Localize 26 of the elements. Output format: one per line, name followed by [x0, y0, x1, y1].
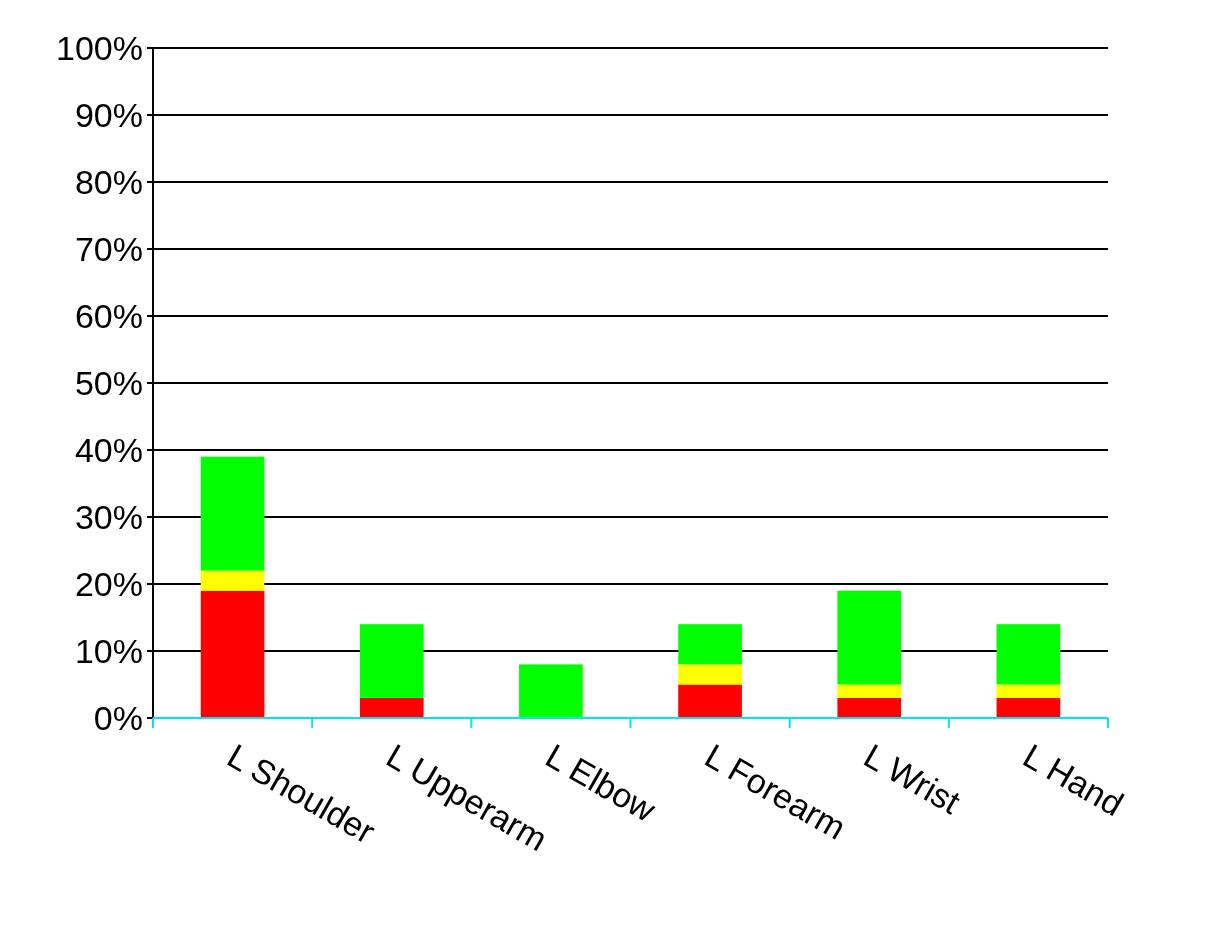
- bar: [519, 664, 583, 718]
- y-tick-label: 50%: [74, 363, 143, 402]
- bar: [996, 697, 1061, 718]
- y-tick-label: 20%: [74, 564, 143, 603]
- y-tick-label: 100%: [56, 28, 143, 67]
- bar: [996, 684, 1061, 698]
- y-tick-label: 80%: [74, 162, 143, 201]
- bar: [200, 570, 265, 591]
- bar: [359, 624, 424, 698]
- y-tick-label: 60%: [74, 296, 143, 335]
- y-tick-label: 90%: [74, 95, 143, 134]
- bar: [678, 664, 742, 685]
- y-tick-label: 10%: [74, 631, 143, 670]
- bar: [837, 697, 902, 718]
- y-tick-label: 30%: [74, 497, 143, 536]
- bar: [837, 684, 902, 698]
- bar: [359, 697, 424, 718]
- y-tick-label: 40%: [74, 430, 143, 469]
- bar: [996, 624, 1061, 685]
- y-tick-label: 70%: [74, 229, 143, 268]
- bar: [200, 590, 265, 718]
- bar: [200, 456, 265, 571]
- bar: [678, 684, 742, 718]
- y-tick-label: 0%: [93, 698, 143, 737]
- bar: [678, 624, 742, 665]
- bar: [837, 590, 902, 685]
